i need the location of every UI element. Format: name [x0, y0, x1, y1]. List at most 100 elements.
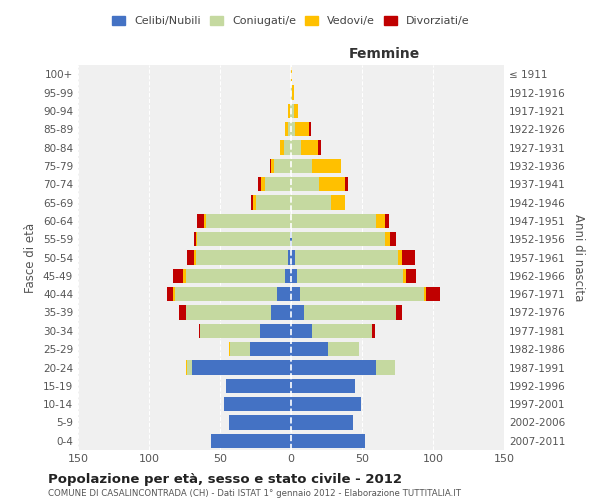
Bar [295, 122, 310, 136]
Bar [291, 397, 361, 411]
Bar [270, 158, 271, 173]
Bar [271, 158, 274, 173]
Bar [291, 250, 295, 264]
Bar [250, 342, 291, 356]
Bar [288, 122, 291, 136]
Bar [385, 214, 389, 228]
Bar [229, 342, 230, 356]
Bar [211, 434, 291, 448]
Bar [288, 104, 290, 118]
Bar [291, 104, 294, 118]
Bar [396, 306, 402, 320]
Bar [274, 158, 291, 173]
Bar [331, 196, 345, 209]
Bar [299, 287, 424, 302]
Bar [199, 324, 200, 338]
Bar [385, 232, 391, 246]
Bar [194, 232, 196, 246]
Bar [291, 232, 292, 246]
Bar [291, 196, 331, 209]
Bar [319, 177, 345, 192]
Bar [187, 250, 194, 264]
Bar [291, 122, 295, 136]
Bar [304, 306, 396, 320]
Bar [271, 306, 291, 320]
Bar [187, 360, 191, 374]
Bar [253, 196, 256, 209]
Bar [376, 214, 385, 228]
Y-axis label: Anni di nascita: Anni di nascita [572, 214, 585, 301]
Bar [291, 306, 304, 320]
Text: COMUNE DI CASALINCONTRADA (CH) - Dati ISTAT 1° gennaio 2012 - Elaborazione TUTTI: COMUNE DI CASALINCONTRADA (CH) - Dati IS… [48, 489, 461, 498]
Bar [280, 140, 284, 154]
Bar [179, 306, 186, 320]
Bar [291, 67, 292, 82]
Bar [206, 214, 291, 228]
Bar [291, 360, 376, 374]
Bar [186, 306, 271, 320]
Bar [173, 268, 183, 283]
Bar [183, 268, 186, 283]
Bar [229, 416, 291, 430]
Bar [167, 287, 173, 302]
Bar [226, 378, 291, 393]
Bar [294, 104, 298, 118]
Bar [196, 232, 197, 246]
Bar [376, 360, 395, 374]
Bar [261, 177, 265, 192]
Bar [313, 324, 372, 338]
Bar [402, 250, 415, 264]
Bar [288, 250, 291, 264]
Bar [205, 214, 206, 228]
Bar [313, 158, 341, 173]
Bar [277, 287, 291, 302]
Bar [175, 287, 277, 302]
Bar [318, 140, 321, 154]
Bar [224, 397, 291, 411]
Bar [286, 268, 291, 283]
Bar [398, 250, 402, 264]
Bar [186, 268, 286, 283]
Bar [290, 232, 291, 246]
Bar [301, 140, 318, 154]
Bar [260, 324, 291, 338]
Bar [424, 287, 426, 302]
Bar [291, 378, 355, 393]
Bar [284, 140, 291, 154]
Bar [406, 268, 416, 283]
Bar [291, 214, 376, 228]
Bar [310, 122, 311, 136]
Bar [173, 287, 175, 302]
Bar [292, 86, 294, 100]
Bar [403, 268, 406, 283]
Bar [291, 434, 365, 448]
Bar [191, 360, 291, 374]
Bar [230, 342, 250, 356]
Bar [265, 177, 291, 192]
Bar [197, 232, 290, 246]
Bar [290, 104, 291, 118]
Y-axis label: Fasce di età: Fasce di età [25, 222, 37, 292]
Bar [197, 214, 205, 228]
Bar [291, 324, 313, 338]
Bar [251, 196, 253, 209]
Legend: Celibi/Nubili, Coniugati/e, Vedovi/e, Divorziati/e: Celibi/Nubili, Coniugati/e, Vedovi/e, Di… [108, 11, 474, 31]
Bar [328, 342, 359, 356]
Bar [391, 232, 396, 246]
Bar [345, 177, 348, 192]
Bar [194, 250, 196, 264]
Bar [292, 232, 385, 246]
Bar [196, 250, 288, 264]
Bar [295, 250, 398, 264]
Bar [291, 268, 296, 283]
Bar [186, 360, 187, 374]
Text: Femmine: Femmine [349, 47, 421, 61]
Bar [291, 158, 313, 173]
Bar [200, 324, 260, 338]
Bar [291, 86, 292, 100]
Bar [256, 196, 291, 209]
Bar [291, 287, 299, 302]
Bar [291, 140, 301, 154]
Bar [291, 177, 319, 192]
Bar [259, 177, 261, 192]
